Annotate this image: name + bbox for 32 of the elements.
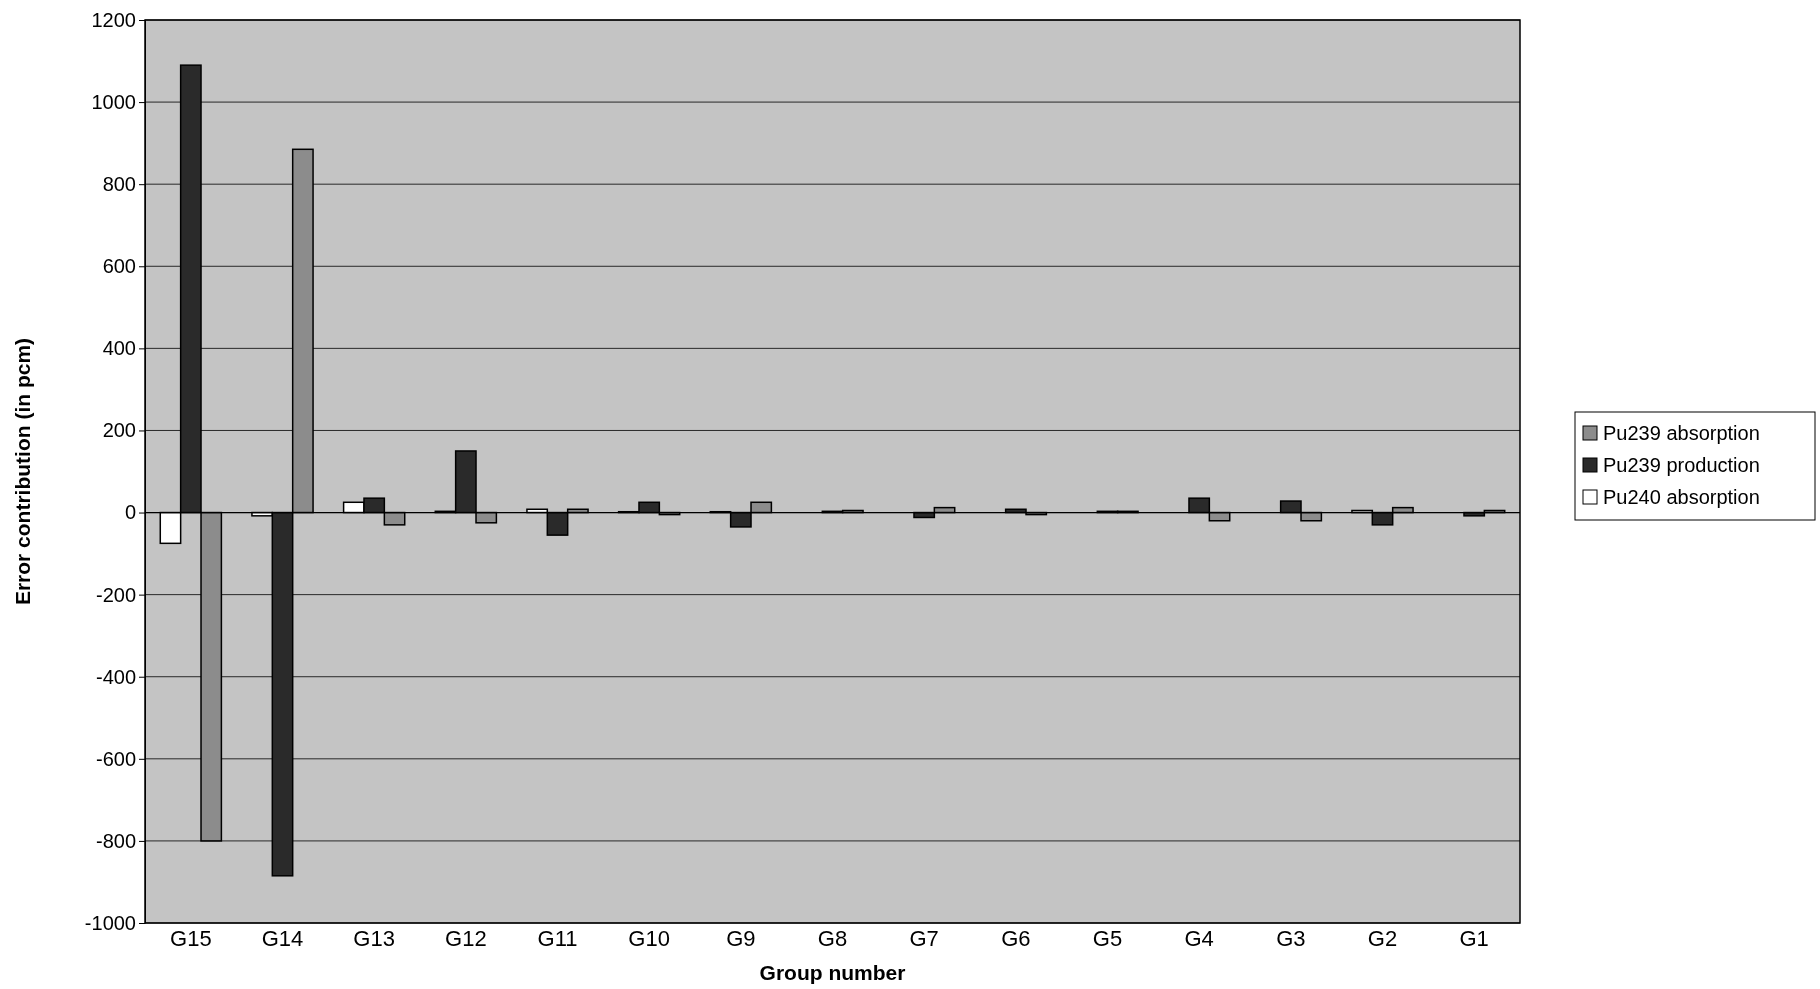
legend-label: Pu239 absorption [1603, 422, 1760, 444]
x-tick-label: G10 [628, 925, 670, 951]
y-tick-label: -400 [95, 665, 136, 688]
legend-label: Pu240 absorption [1603, 486, 1760, 508]
legend-label: Pu239 production [1603, 454, 1760, 476]
y-tick-label: 200 [102, 419, 136, 442]
x-tick-label: G11 [537, 925, 578, 951]
x-tick-label: G5 [1092, 925, 1123, 951]
x-tick-label: G6 [1001, 925, 1031, 951]
y-tick-label: 400 [102, 337, 136, 360]
x-tick-label: G8 [817, 925, 848, 951]
x-tick-label: G2 [1367, 925, 1398, 951]
y-tick-label: 600 [102, 255, 136, 278]
x-tick-label: G7 [909, 925, 939, 951]
x-tick-label: G13 [353, 925, 395, 951]
y-tick-label: -600 [95, 747, 136, 770]
y-tick-label: 1200 [91, 8, 136, 31]
x-tick-label: G4 [1184, 925, 1214, 951]
x-tick-label: G1 [1459, 925, 1489, 951]
x-tick-label: G12 [445, 925, 487, 951]
y-tick-label: 800 [102, 173, 136, 196]
x-tick-label: G15 [170, 925, 212, 951]
x-tick-label: G9 [726, 925, 756, 951]
x-tick-label: G14 [261, 925, 304, 951]
x-axis-title: Group number [759, 961, 906, 984]
y-axis-title: Error contribution (in pcm) [11, 337, 34, 606]
y-tick-label: -1000 [84, 911, 136, 934]
y-tick-label: -200 [95, 583, 136, 606]
y-tick-label: 0 [124, 501, 136, 524]
x-tick-label: G3 [1276, 925, 1306, 951]
y-tick-label: 1000 [91, 90, 136, 113]
y-tick-label: -800 [95, 829, 136, 852]
